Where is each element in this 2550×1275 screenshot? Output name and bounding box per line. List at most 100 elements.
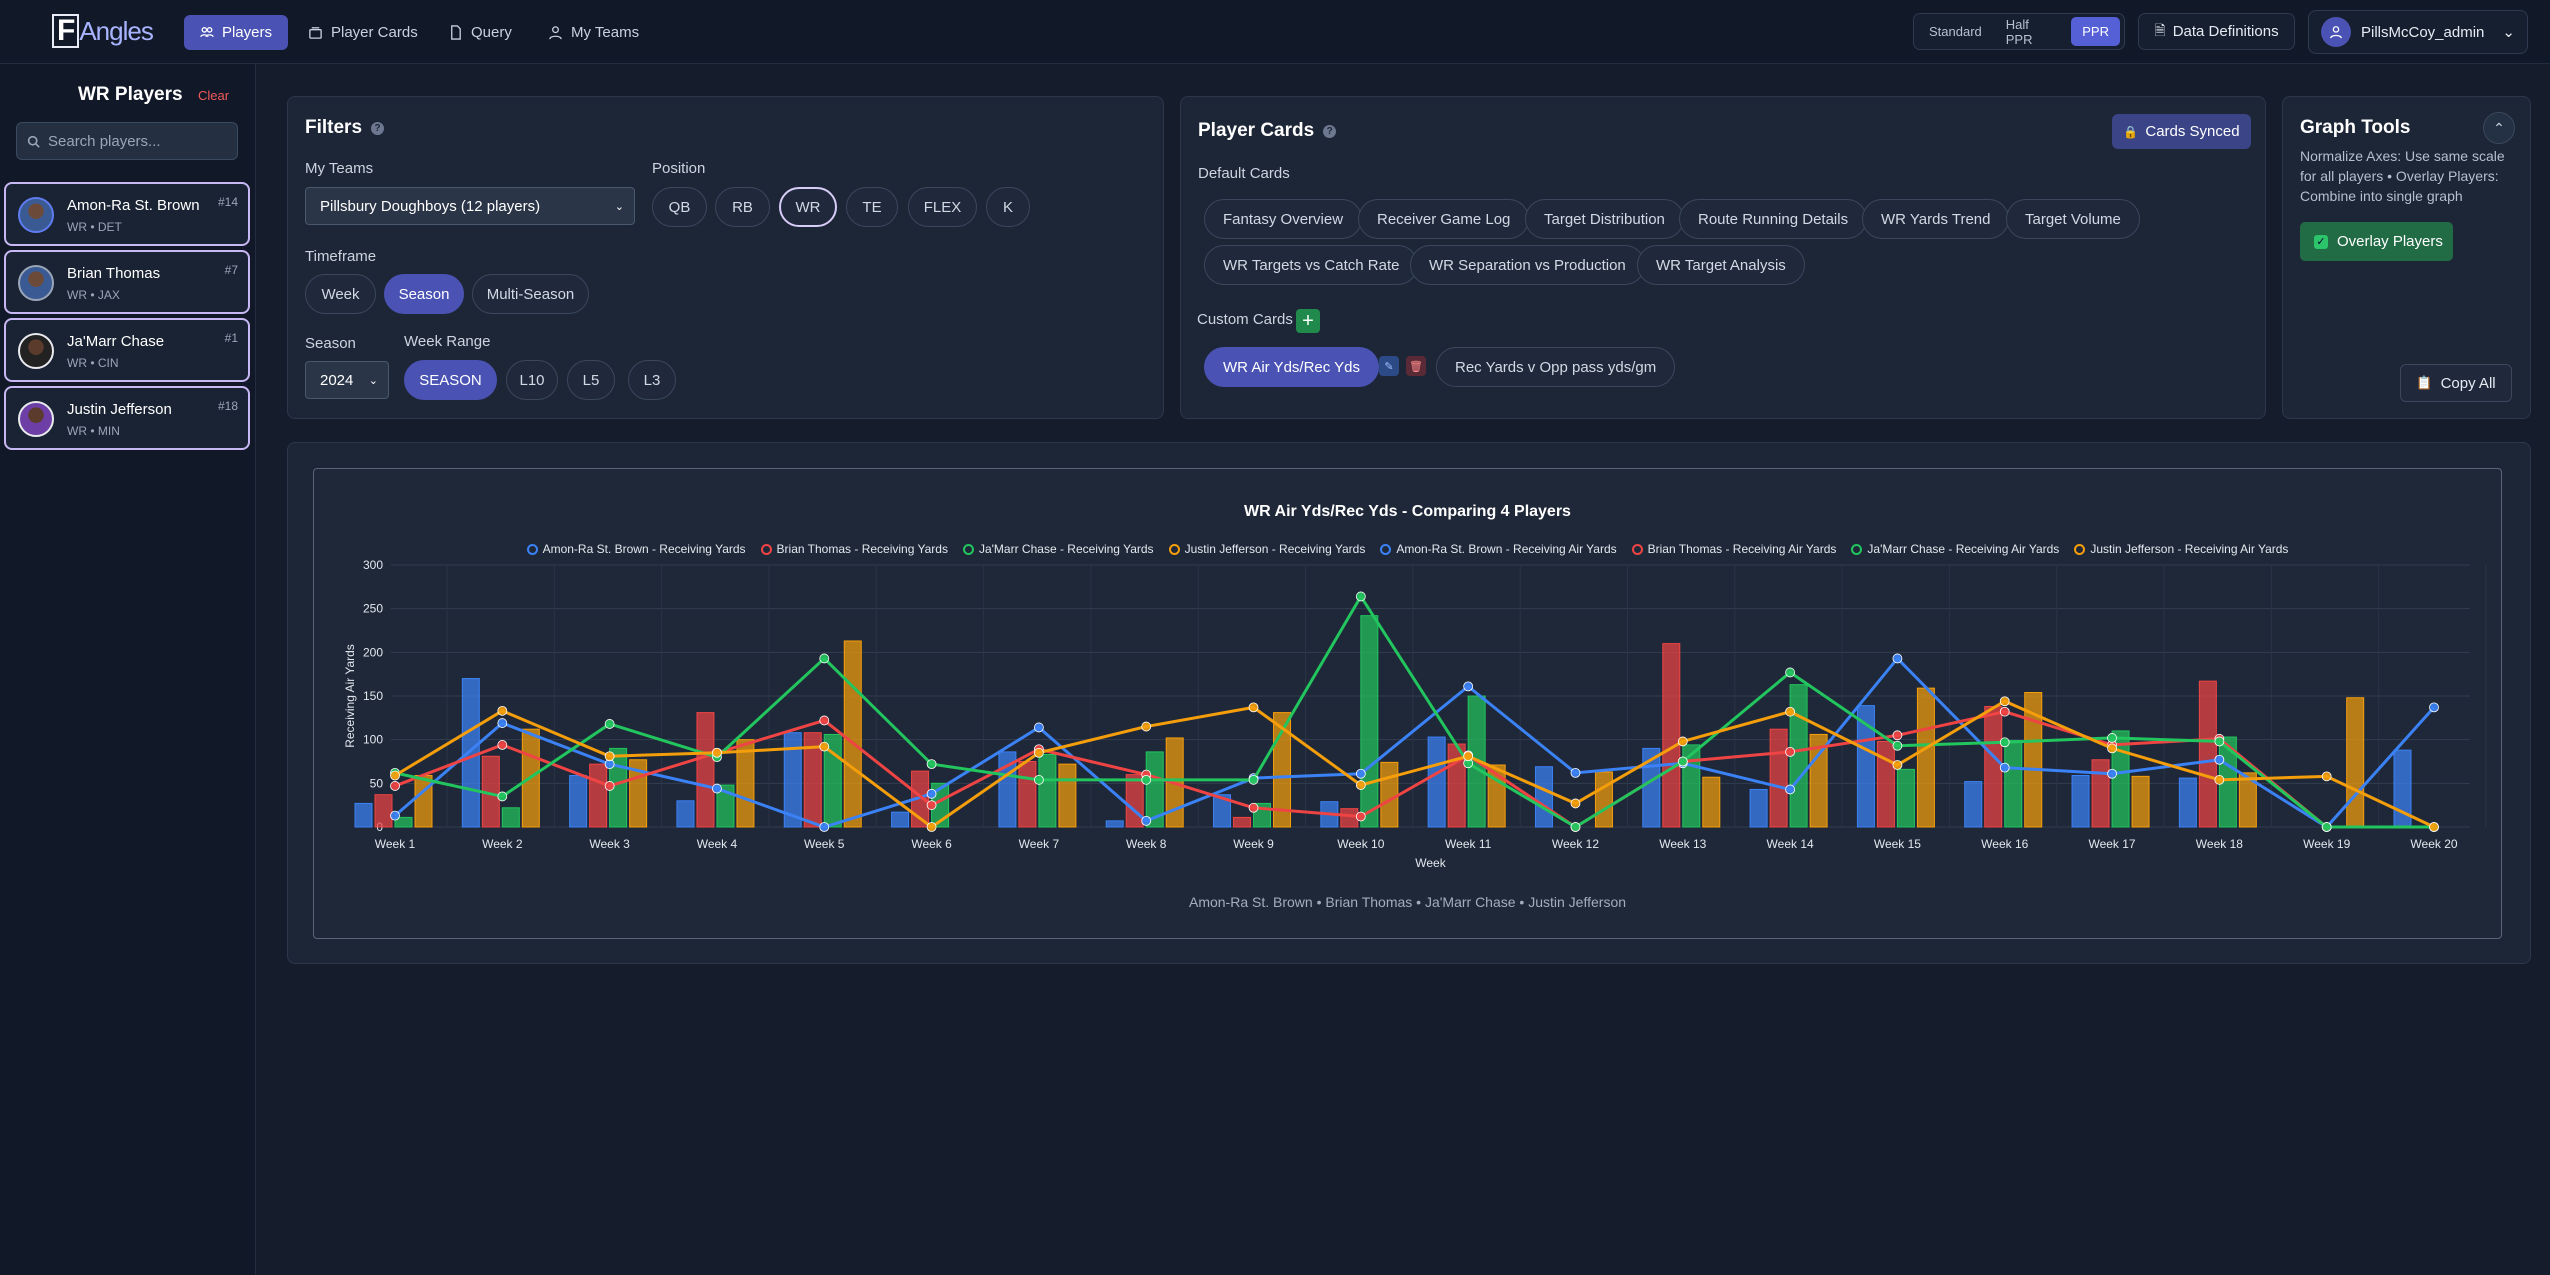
position-te[interactable]: TE <box>846 187 898 227</box>
data-point <box>1892 730 1903 741</box>
bar <box>1769 728 1788 828</box>
edit-icon[interactable]: ✎ <box>1379 356 1399 376</box>
sidebar-title: WR Players <box>78 84 183 105</box>
data-point <box>819 715 830 726</box>
player-card-justin-jefferson[interactable]: Justin Jefferson WR • MIN #18 <box>4 386 250 450</box>
legend-item[interactable]: Justin Jefferson - Receiving Yards <box>1168 542 1365 556</box>
bar <box>374 794 393 828</box>
cards-synced-button[interactable]: 🔒 Cards Synced <box>2112 114 2251 149</box>
my-teams-select[interactable]: Pillsbury Doughboys (12 players) ⌄ <box>305 187 635 225</box>
position-qb[interactable]: QB <box>652 187 707 227</box>
player-card-brian-thomas[interactable]: Brian Thomas WR • JAX #7 <box>4 250 250 314</box>
card-wr-yards-trend[interactable]: WR Yards Trend <box>1862 199 2010 239</box>
checkmark-icon: ✓ <box>2314 234 2328 249</box>
scoring-half-ppr[interactable]: Half PPR <box>2005 16 2033 47</box>
chevron-down-icon: ⌄ <box>2502 24 2515 41</box>
card-target-distribution[interactable]: Target Distribution <box>1525 199 1684 239</box>
player-card-jamarr-chase[interactable]: Ja'Marr Chase WR • CIN #1 <box>4 318 250 382</box>
x-tick-label: Week 12 <box>1552 837 1599 851</box>
clear-players-link[interactable]: Clear <box>198 88 230 103</box>
bar <box>2071 774 2090 828</box>
scoring-toggle: Standard Half PPR PPR <box>1913 13 2125 50</box>
data-point <box>1892 653 1903 664</box>
week-range-l10[interactable]: L10 <box>506 360 558 400</box>
nav-player-cards[interactable]: Player Cards <box>292 15 434 50</box>
data-point <box>1033 774 1044 785</box>
data-point <box>1570 822 1581 832</box>
legend-item[interactable]: Justin Jefferson - Receiving Air Yards <box>2074 542 2288 556</box>
card-wr-targets-vs-catch-rate[interactable]: WR Targets vs Catch Rate <box>1204 245 1419 285</box>
data-definitions-button[interactable]: 🗎 Data Definitions <box>2138 13 2295 50</box>
legend-item[interactable]: Ja'Marr Chase - Receiving Air Yards <box>1851 542 2059 556</box>
user-menu[interactable]: PillsMcCoy_admin ⌄ <box>2308 10 2528 54</box>
legend-swatch <box>1631 543 1643 555</box>
bar <box>2198 680 2217 828</box>
bar <box>783 732 802 828</box>
position-flex[interactable]: FLEX <box>908 187 977 227</box>
copy-all-button[interactable]: 📋 Copy All <box>2400 364 2512 402</box>
collapse-button[interactable]: ⌃ <box>2483 112 2515 144</box>
player-card-amon-ra[interactable]: Amon-Ra St. Brown WR • DET #14 <box>4 182 250 246</box>
x-tick-label: Week 14 <box>1767 837 1814 851</box>
legend-item[interactable]: Brian Thomas - Receiving Air Yards <box>1631 542 1836 556</box>
nav-my-teams[interactable]: My Teams <box>532 15 655 50</box>
nav-players[interactable]: Players <box>184 15 288 50</box>
legend-label: Ja'Marr Chase - Receiving Yards <box>978 542 1154 556</box>
user-icon <box>2330 26 2342 39</box>
series-line <box>394 656 2436 829</box>
bar <box>569 774 588 828</box>
data-point <box>497 718 508 728</box>
legend-item[interactable]: Brian Thomas - Receiving Yards <box>760 542 948 556</box>
card-wr-target-analysis[interactable]: WR Target Analysis <box>1637 245 1805 285</box>
timeframe-multi-season[interactable]: Multi-Season <box>472 274 589 314</box>
position-wr[interactable]: WR <box>779 187 837 227</box>
card-wr-separation-vs-production[interactable]: WR Separation vs Production <box>1410 245 1645 285</box>
search-input[interactable]: Search players... <box>16 122 238 160</box>
legend-item[interactable]: Amon-Ra St. Brown - Receiving Yards <box>526 542 746 556</box>
week-range-l5[interactable]: L5 <box>567 360 615 400</box>
data-point <box>1248 802 1259 813</box>
card-receiver-game-log[interactable]: Receiver Game Log <box>1358 199 1530 239</box>
bar <box>1534 766 1553 828</box>
overlay-players-checkbox[interactable]: ✓ Overlay Players <box>2300 222 2453 261</box>
bar <box>2004 740 2023 828</box>
legend-item[interactable]: Ja'Marr Chase - Receiving Yards <box>962 542 1154 556</box>
nav-query[interactable]: Query <box>432 15 528 50</box>
legend-swatch <box>962 543 974 555</box>
timeframe-season[interactable]: Season <box>384 274 464 314</box>
legend-item[interactable]: Amon-Ra St. Brown - Receiving Air Yards <box>1380 542 1617 556</box>
data-point <box>2107 743 2117 754</box>
card-rec-yards-v-opp-pass[interactable]: Rec Yards v Opp pass yds/gm <box>1436 347 1676 387</box>
position-k[interactable]: K <box>986 187 1030 227</box>
card-fantasy-overview[interactable]: Fantasy Overview <box>1204 199 1363 239</box>
card-target-volume[interactable]: Target Volume <box>2006 199 2140 239</box>
player-sidebar: WR Players Clear Search players... Amon-… <box>0 64 256 1275</box>
bar <box>2091 759 2110 828</box>
scoring-standard[interactable]: Standard <box>1929 24 1982 39</box>
timeframe-week[interactable]: Week <box>305 274 376 314</box>
card-route-running-details[interactable]: Route Running Details <box>1679 199 1868 239</box>
chevron-up-icon: ⌃ <box>2493 119 2505 136</box>
add-custom-card-button[interactable]: + <box>1296 309 1320 333</box>
bar <box>1749 788 1768 828</box>
position-rb[interactable]: RB <box>715 187 770 227</box>
chevron-down-icon: ⌄ <box>614 201 624 213</box>
data-point <box>1999 706 2010 717</box>
data-point <box>1999 762 2010 773</box>
chart-card: WR Air Yds/Rec Yds - Comparing 4 Players… <box>313 468 2502 939</box>
week-range-season[interactable]: SEASON <box>404 360 497 400</box>
help-icon[interactable]: ? <box>371 121 385 135</box>
scoring-ppr[interactable]: PPR <box>2071 17 2120 46</box>
delete-icon[interactable]: 🗑 <box>1406 356 1426 376</box>
data-point <box>819 741 830 752</box>
graph-tools-description: Normalize Axes: Use same scale for all p… <box>2300 148 2505 204</box>
legend-swatch <box>1851 543 1863 555</box>
help-icon[interactable]: ? <box>1323 124 1337 138</box>
card-wr-air-yds-rec-yds[interactable]: WR Air Yds/Rec Yds <box>1204 347 1379 387</box>
week-range-l3[interactable]: L3 <box>628 360 676 400</box>
season-select[interactable]: 2024 ⌄ <box>305 361 389 399</box>
x-tick-label: Week 2 <box>482 837 523 851</box>
app-logo[interactable]: F Angles <box>52 14 154 48</box>
bar <box>589 763 608 828</box>
